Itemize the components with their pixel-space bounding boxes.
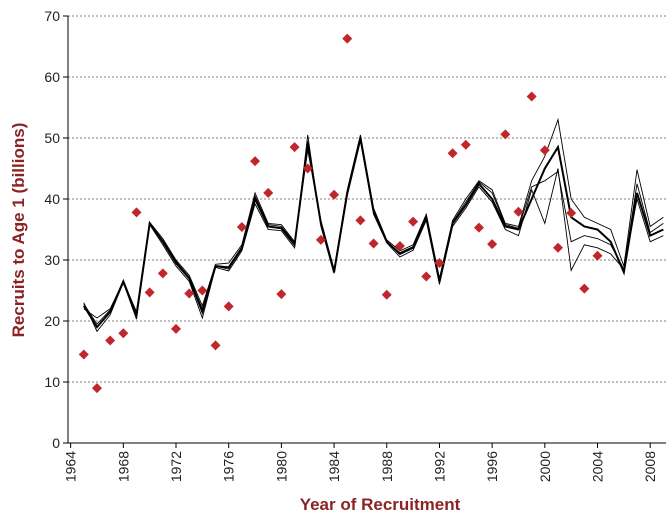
y-tick-label: 50 [44, 130, 60, 146]
y-axis-title: Recruits to Age 1 (billions) [9, 123, 28, 338]
data-point [236, 222, 247, 233]
data-point [434, 258, 445, 269]
data-point [355, 215, 366, 226]
data-point [421, 271, 432, 282]
x-tick-label: 1968 [115, 451, 131, 482]
data-point [302, 163, 313, 174]
data-point [381, 289, 392, 300]
data-point [223, 301, 234, 312]
series-line [83, 117, 664, 319]
y-tick-label: 20 [44, 313, 60, 329]
data-point [394, 240, 405, 251]
data-point [289, 142, 300, 153]
x-tick-label: 2004 [590, 451, 606, 482]
data-point [513, 206, 524, 217]
x-tick-label: 1972 [168, 451, 184, 482]
data-point [539, 145, 550, 156]
x-tick-label: 2008 [642, 451, 658, 482]
data-point [368, 238, 379, 249]
data-point [500, 129, 511, 140]
data-point [197, 285, 208, 296]
data-point [408, 216, 419, 227]
data-point [184, 288, 195, 299]
data-point [263, 187, 274, 198]
x-tick-label: 2000 [537, 451, 553, 482]
y-tick-label: 60 [44, 69, 60, 85]
x-tick-label: 1980 [273, 451, 289, 482]
data-point [250, 156, 261, 167]
data-point [579, 283, 590, 294]
series-line [83, 134, 664, 333]
data-point [526, 91, 537, 102]
data-point [447, 148, 458, 159]
data-point [144, 287, 155, 298]
data-point [210, 340, 221, 351]
x-tick-label: 1988 [379, 451, 395, 482]
data-point [157, 268, 168, 279]
data-point [105, 335, 116, 346]
data-point [171, 323, 182, 334]
data-point [91, 383, 102, 394]
data-point [487, 239, 498, 250]
x-tick-label: 1976 [221, 451, 237, 482]
data-point [473, 222, 484, 233]
y-tick-label: 40 [44, 191, 60, 207]
data-point [315, 234, 326, 245]
data-point [460, 139, 471, 150]
y-tick-label: 30 [44, 252, 60, 268]
x-tick-label: 1992 [431, 451, 447, 482]
data-point [276, 289, 287, 300]
y-tick-label: 10 [44, 374, 60, 390]
data-point [131, 207, 142, 218]
data-point [329, 189, 340, 200]
data-point [342, 33, 353, 44]
y-tick-label: 0 [52, 435, 60, 451]
x-axis-title: Year of Recruitment [300, 495, 461, 514]
series-line [83, 136, 664, 325]
data-point [592, 250, 603, 261]
x-tick-label: 1996 [484, 451, 500, 482]
data-point [118, 328, 129, 339]
data-point [78, 349, 89, 360]
series-line [82, 137, 664, 329]
y-tick-label: 70 [44, 8, 60, 24]
data-point [566, 208, 577, 219]
data-point [552, 242, 563, 253]
x-tick-label: 1964 [63, 451, 79, 482]
x-tick-label: 1984 [326, 451, 342, 482]
